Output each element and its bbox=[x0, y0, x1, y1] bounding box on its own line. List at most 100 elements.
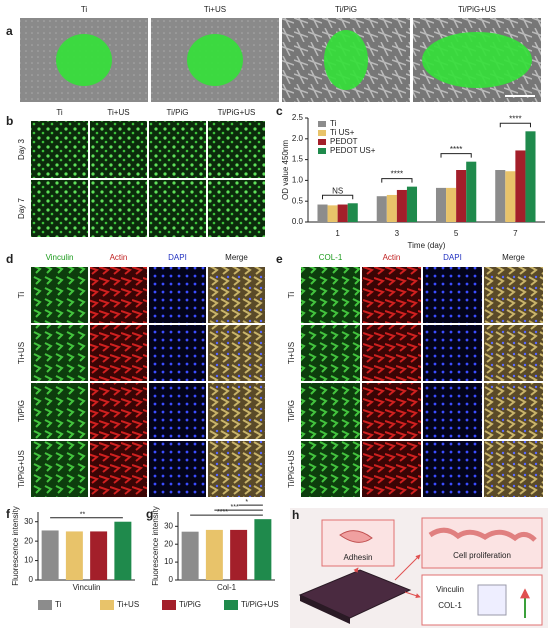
y-tick-label: 20 bbox=[24, 536, 33, 545]
bar bbox=[41, 530, 59, 580]
micrograph bbox=[31, 180, 88, 237]
legend-label: Ti/PiG+US bbox=[241, 600, 279, 609]
scaffold-side bbox=[300, 595, 350, 624]
row-label: Ti+US bbox=[287, 342, 296, 364]
legend-swatch bbox=[224, 600, 238, 610]
bar bbox=[515, 150, 526, 222]
significance: **** bbox=[509, 114, 521, 123]
micrograph bbox=[301, 325, 360, 381]
column-label: Actin bbox=[110, 253, 128, 262]
micrograph bbox=[90, 267, 147, 323]
scaffold bbox=[298, 569, 412, 619]
y-tick-label: 30 bbox=[24, 517, 33, 526]
row-label: Ti+US bbox=[17, 342, 26, 364]
box-label: COL-1 bbox=[438, 601, 462, 610]
cell-shape bbox=[187, 34, 243, 86]
micrograph bbox=[90, 383, 147, 439]
micrograph bbox=[90, 441, 147, 497]
micrograph bbox=[362, 325, 421, 381]
cell-shape bbox=[56, 34, 112, 86]
y-tick-label: 0 bbox=[29, 575, 34, 584]
bar bbox=[230, 529, 248, 580]
schematic bbox=[290, 508, 548, 628]
micrograph bbox=[423, 383, 482, 439]
significance: *** bbox=[231, 504, 239, 511]
micrograph bbox=[301, 441, 360, 497]
cell-shape bbox=[422, 32, 532, 88]
bar bbox=[505, 171, 516, 222]
y-tick-label: 0 bbox=[169, 575, 174, 584]
x-axis-label: Time (day) bbox=[408, 241, 446, 250]
cell-icon bbox=[339, 530, 373, 543]
x-tick-label: 1 bbox=[335, 229, 340, 238]
significance: **** bbox=[450, 145, 462, 154]
y-tick-label: 1.0 bbox=[292, 176, 304, 185]
micrograph bbox=[423, 325, 482, 381]
x-tick-label: 3 bbox=[395, 229, 400, 238]
column-label: Merge bbox=[225, 253, 248, 262]
micrograph bbox=[484, 267, 543, 323]
micrograph bbox=[208, 121, 265, 178]
bar bbox=[386, 194, 397, 222]
marker-icon bbox=[477, 584, 507, 616]
column-label: Ti bbox=[56, 108, 63, 117]
bar bbox=[435, 187, 447, 222]
row-label: Ti/PiG bbox=[17, 400, 26, 422]
row-label: Ti/PiG bbox=[287, 400, 296, 422]
bar bbox=[446, 187, 457, 222]
bar bbox=[114, 521, 132, 580]
legend-label: Ti+US bbox=[117, 600, 139, 609]
panel-letter: d bbox=[6, 252, 13, 266]
row-label: Ti/PiG+US bbox=[287, 450, 296, 488]
legend-swatch bbox=[100, 600, 114, 610]
micrograph bbox=[484, 441, 543, 497]
legend-swatch bbox=[318, 139, 326, 145]
micrograph bbox=[31, 325, 88, 381]
micrograph bbox=[31, 441, 88, 497]
arrow bbox=[394, 554, 421, 581]
x-tick-label: 7 bbox=[513, 229, 518, 238]
column-label: Actin bbox=[383, 253, 401, 262]
bar bbox=[376, 196, 387, 222]
significance-bracket bbox=[499, 122, 531, 128]
panel-letter: b bbox=[6, 114, 13, 128]
significance-bracket bbox=[440, 153, 472, 158]
row-label: Ti/PiG+US bbox=[17, 450, 26, 488]
y-axis-label: OD value 450nm bbox=[281, 140, 290, 200]
y-tick-label: 1.5 bbox=[292, 155, 304, 164]
micrograph bbox=[484, 383, 543, 439]
arrow bbox=[353, 567, 359, 573]
micrograph bbox=[90, 325, 147, 381]
column-label: DAPI bbox=[443, 253, 462, 262]
cells-icon bbox=[428, 527, 537, 542]
box-label: Vinculin bbox=[436, 585, 464, 594]
panel-letter: h bbox=[292, 508, 299, 522]
cell-shape bbox=[324, 30, 368, 90]
adhesion-box bbox=[321, 519, 395, 567]
legend-swatch bbox=[318, 130, 326, 136]
significance-bracket bbox=[381, 178, 413, 183]
micrograph bbox=[31, 267, 88, 323]
x-tick-label: 5 bbox=[454, 229, 459, 238]
legend-swatch bbox=[38, 600, 52, 610]
bar bbox=[347, 203, 358, 222]
bar bbox=[90, 531, 108, 580]
legend-label: PEDOT US+ bbox=[330, 146, 376, 155]
column-label: COL-1 bbox=[319, 253, 343, 262]
bar bbox=[327, 205, 338, 222]
row-label: Ti bbox=[287, 292, 296, 299]
column-label: Ti+US bbox=[204, 5, 226, 14]
bar bbox=[495, 170, 506, 222]
column-label: Ti/PiG bbox=[335, 5, 357, 14]
column-label: Ti/PiG+US bbox=[458, 5, 496, 14]
column-label: Ti+US bbox=[107, 108, 129, 117]
panel-letter: f bbox=[6, 507, 11, 521]
micrograph bbox=[208, 325, 265, 381]
row-label: Day 7 bbox=[17, 198, 26, 219]
legend-swatch bbox=[318, 121, 326, 127]
legend-label: Ti/PiG bbox=[179, 600, 201, 609]
micrograph bbox=[90, 121, 147, 178]
legend-label: Ti bbox=[330, 119, 337, 128]
micrograph bbox=[423, 441, 482, 497]
